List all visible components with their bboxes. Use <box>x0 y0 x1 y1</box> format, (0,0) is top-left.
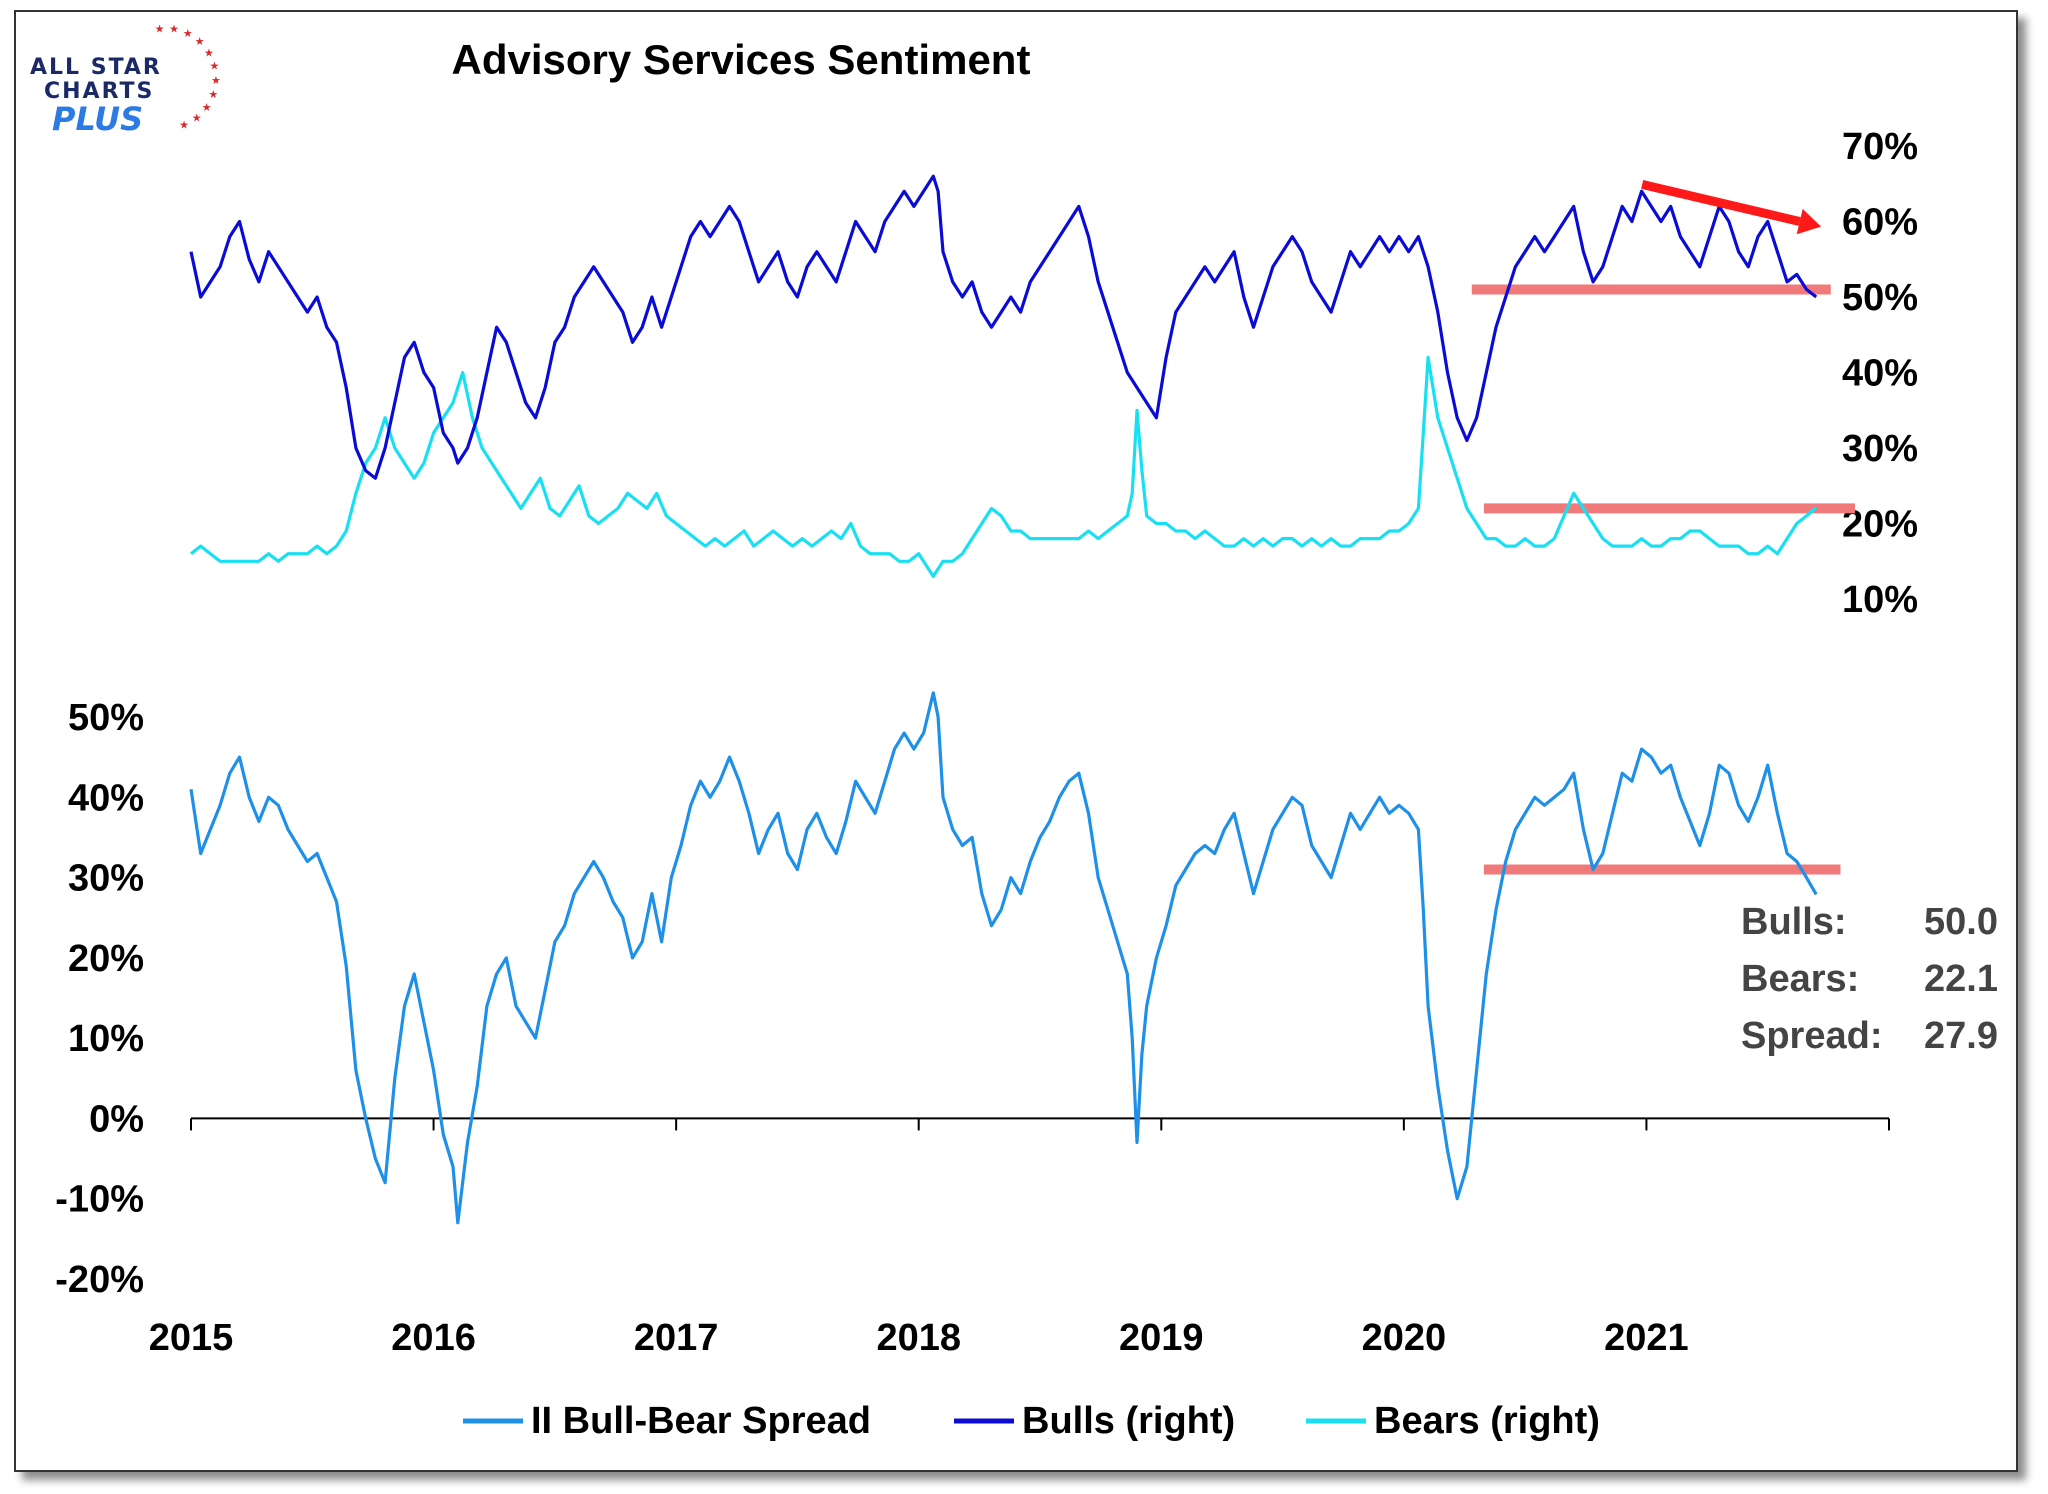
series-lines <box>189 174 1818 1225</box>
x-tick-label: 2019 <box>1119 1317 1204 1359</box>
lower-tick-label: 20% <box>68 938 144 980</box>
readout-label: Bulls: <box>1741 901 1847 943</box>
legend: II Bull-Bear Spread Bulls (right) Bears (r… <box>463 1400 1600 1442</box>
readout-value: 27.9 <box>1924 1015 1998 1057</box>
lower-axis-ticks: -20% -10% 0% 10% 20% 30% 40% 50% <box>55 697 144 1301</box>
upper-tick-label: 70% <box>1842 126 1918 168</box>
brand-line-2: CHARTS <box>44 79 154 104</box>
star-icon: ★ <box>208 89 218 101</box>
upper-tick-label: 30% <box>1842 428 1918 470</box>
lower-axis <box>190 1117 1890 1131</box>
star-icon: ★ <box>204 47 214 59</box>
chart-frame: ★ ★ ★ ★ ★ ★ ★ ★ ★ ★ ★ ALL STAR CHARTS PLUS Advisory S… <box>14 10 2018 1472</box>
upper-tick-label: 40% <box>1842 353 1918 395</box>
star-icon: ★ <box>195 36 205 48</box>
x-tick-label: 2018 <box>876 1317 961 1359</box>
lower-tick-label: 10% <box>68 1018 144 1060</box>
upper-axis-ticks: 10%20%30%40%50%60%70% <box>1842 126 1918 621</box>
trend-arrow-shaft <box>1641 180 1801 226</box>
legend-label: II Bull-Bear Spread <box>531 1400 871 1442</box>
x-tick-label: 2017 <box>634 1317 719 1359</box>
x-tick-label: 2020 <box>1362 1317 1447 1359</box>
star-icon: ★ <box>202 102 212 114</box>
brand-line-3: PLUS <box>52 100 143 138</box>
star-icon: ★ <box>211 75 221 87</box>
trend-arrow-head <box>1796 208 1822 235</box>
x-axis-labels: 2015 2016 2017 2018 2019 2020 2021 <box>149 1317 1689 1359</box>
x-tick-label: 2016 <box>391 1317 476 1359</box>
readout-label: Spread: <box>1741 1015 1882 1057</box>
lower-tick-label: 50% <box>68 697 144 739</box>
lower-tick-label: -20% <box>55 1259 144 1301</box>
brand-line-1: ALL STAR <box>30 55 162 80</box>
upper-tick-label: 50% <box>1842 277 1918 319</box>
upper-tick-label: 10% <box>1842 579 1918 621</box>
latest-readout: Bulls: 50.0 Bears: 22.1 Spread: 27.9 <box>1741 901 1998 1057</box>
lower-tick-label: -10% <box>55 1179 144 1221</box>
legend-label: Bears (right) <box>1374 1400 1600 1442</box>
star-icon: ★ <box>179 120 189 132</box>
x-tick-label: 2015 <box>149 1317 234 1359</box>
highlight-lines <box>1471 284 1856 875</box>
upper-tick-label: 60% <box>1842 202 1918 244</box>
readout-value: 50.0 <box>1924 901 1998 943</box>
star-icon: ★ <box>183 28 193 40</box>
star-icon: ★ <box>169 24 179 36</box>
bulls-line <box>189 174 1818 480</box>
spread-line <box>189 691 1818 1225</box>
legend-label: Bulls (right) <box>1022 1400 1235 1442</box>
trend-arrow <box>1641 180 1822 235</box>
chart-title: Advisory Services Sentiment <box>452 36 1031 83</box>
lower-tick-label: 40% <box>68 777 144 819</box>
readout-label: Bears: <box>1741 958 1859 1000</box>
lower-tick-label: 0% <box>89 1098 144 1140</box>
star-icon: ★ <box>155 23 165 35</box>
readout-value: 22.1 <box>1924 958 1998 1000</box>
star-icon: ★ <box>210 61 220 73</box>
lower-tick-label: 30% <box>68 858 144 900</box>
x-tick-label: 2021 <box>1604 1317 1689 1359</box>
bears-line <box>190 355 1818 578</box>
star-icon: ★ <box>192 112 202 124</box>
